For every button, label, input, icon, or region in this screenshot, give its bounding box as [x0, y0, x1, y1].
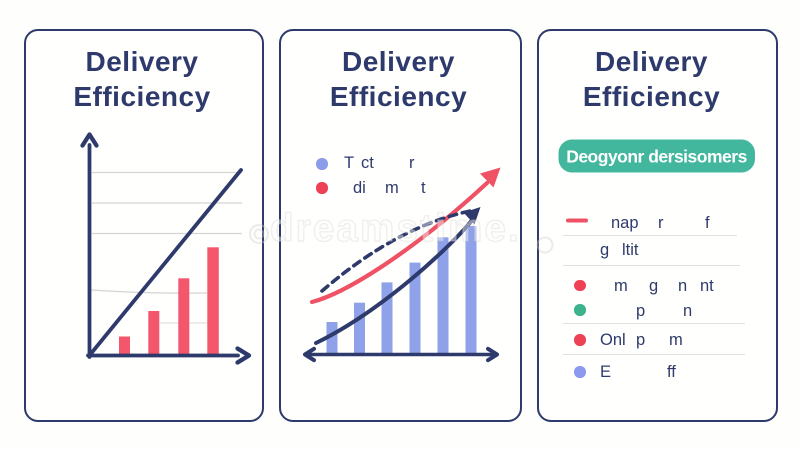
svg-text:Deogyonr dersisomers: Deogyonr dersisomers: [566, 147, 747, 167]
